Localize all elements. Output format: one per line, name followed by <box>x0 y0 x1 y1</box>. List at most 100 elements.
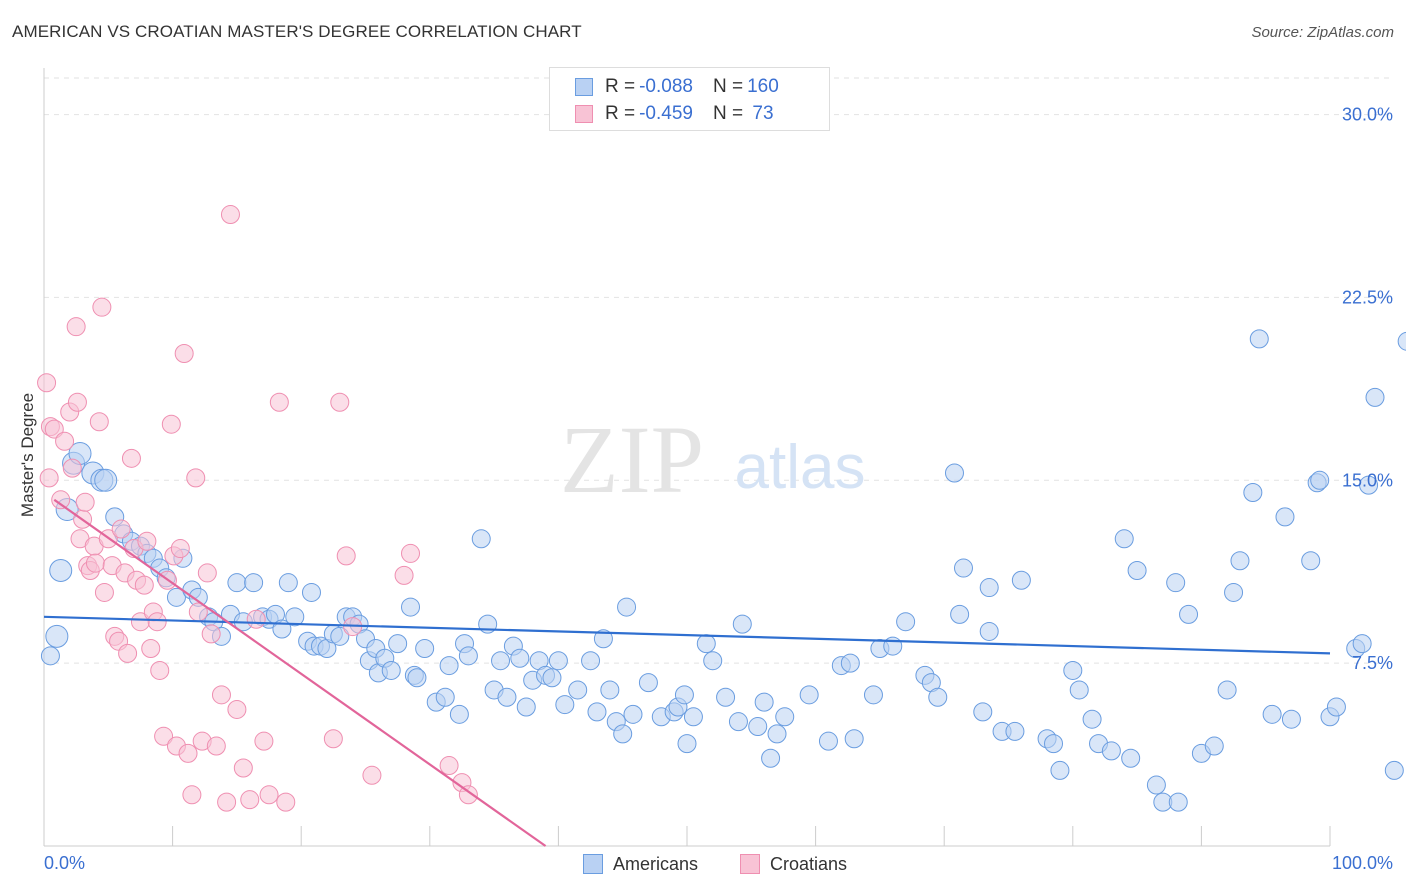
point-americans <box>94 468 118 492</box>
point-croatians <box>323 729 343 749</box>
point-americans <box>928 687 948 707</box>
point-americans <box>818 731 838 751</box>
source-label: Source: ZipAtlas.com <box>1251 24 1394 41</box>
point-americans <box>1275 507 1295 527</box>
legend-swatch-croatians <box>575 105 593 123</box>
point-americans <box>677 734 697 754</box>
legend-label-americans: Americans <box>613 853 699 874</box>
point-americans <box>1230 551 1250 571</box>
point-americans <box>748 717 768 737</box>
point-croatians <box>401 543 421 563</box>
point-americans <box>1082 709 1102 729</box>
watermark-zip: ZIP <box>560 406 704 513</box>
legend-label-croatians: Croatians <box>770 853 848 874</box>
point-croatians <box>227 699 247 719</box>
point-croatians <box>67 392 87 412</box>
point-croatians <box>161 414 181 434</box>
point-croatians <box>211 685 231 705</box>
point-croatians <box>170 539 190 559</box>
point-americans <box>542 668 562 688</box>
point-americans <box>617 597 637 617</box>
point-americans <box>1127 560 1147 580</box>
watermark-atlas: atlas <box>735 433 866 502</box>
point-croatians <box>39 468 59 488</box>
point-croatians <box>178 743 198 763</box>
point-americans <box>754 692 774 712</box>
point-croatians <box>220 205 240 225</box>
chart-title: AMERICAN VS CROATIAN MASTER'S DEGREE COR… <box>12 22 582 41</box>
point-americans <box>381 660 401 680</box>
point-americans <box>435 687 455 707</box>
point-americans <box>696 634 716 654</box>
point-americans <box>471 529 491 549</box>
point-americans <box>593 629 613 649</box>
bottom-legend-croatians: Croatians <box>740 852 847 876</box>
point-americans <box>1179 604 1199 624</box>
point-croatians <box>233 758 253 778</box>
point-croatians <box>246 609 266 629</box>
grid-lines <box>44 77 1394 664</box>
point-croatians <box>362 765 382 785</box>
point-croatians <box>154 726 174 746</box>
point-americans <box>1101 741 1121 761</box>
x-tick-label: 100.0% <box>1332 853 1393 873</box>
point-croatians <box>111 519 131 539</box>
legend-swatch-americans <box>583 854 603 874</box>
point-americans <box>613 724 633 744</box>
y-tick-label: 15.0% <box>1342 470 1393 490</box>
point-croatians <box>94 582 114 602</box>
trend-lines <box>43 498 1331 847</box>
point-americans <box>761 748 781 768</box>
point-americans <box>166 587 186 607</box>
legend-r-label: R = <box>605 76 636 97</box>
point-americans <box>1281 709 1301 729</box>
point-croatians <box>458 785 478 805</box>
point-croatians <box>134 575 154 595</box>
point-croatians <box>217 792 237 812</box>
point-croatians <box>276 792 296 812</box>
point-americans <box>979 621 999 641</box>
point-croatians <box>37 373 57 393</box>
point-americans <box>1224 582 1244 602</box>
point-americans <box>330 626 350 646</box>
point-americans <box>278 573 298 593</box>
point-croatians <box>51 490 71 510</box>
point-americans <box>1005 721 1025 741</box>
point-americans <box>732 614 752 634</box>
point-americans <box>244 573 264 593</box>
point-americans <box>49 558 73 582</box>
point-croatians <box>174 344 194 364</box>
point-americans <box>1114 529 1134 549</box>
point-americans <box>1050 760 1070 780</box>
point-americans <box>799 685 819 705</box>
point-croatians <box>197 563 217 583</box>
point-americans <box>1262 704 1282 724</box>
point-americans <box>1044 734 1064 754</box>
point-americans <box>1168 792 1188 812</box>
axes <box>43 68 1331 847</box>
point-americans <box>1121 748 1141 768</box>
point-americans <box>973 702 993 722</box>
point-americans <box>555 695 575 715</box>
point-americans <box>979 578 999 598</box>
point-americans <box>683 707 703 727</box>
point-americans <box>674 685 694 705</box>
point-croatians <box>85 553 105 573</box>
point-croatians <box>330 392 350 412</box>
stats-legend: R = -0.088 N = 160 R = -0.459 N = 73 <box>549 67 830 131</box>
point-croatians <box>141 639 161 659</box>
point-americans <box>1011 570 1031 590</box>
point-americans <box>1310 470 1330 490</box>
point-croatians <box>254 731 274 751</box>
point-americans <box>449 704 469 724</box>
point-americans <box>568 680 588 700</box>
point-americans <box>703 651 723 671</box>
point-americans <box>439 656 459 676</box>
point-americans <box>1146 775 1166 795</box>
point-croatians <box>44 419 64 439</box>
point-croatians <box>206 736 226 756</box>
point-americans <box>581 651 601 671</box>
point-americans <box>491 651 511 671</box>
y-tick-label: 22.5% <box>1342 287 1393 307</box>
